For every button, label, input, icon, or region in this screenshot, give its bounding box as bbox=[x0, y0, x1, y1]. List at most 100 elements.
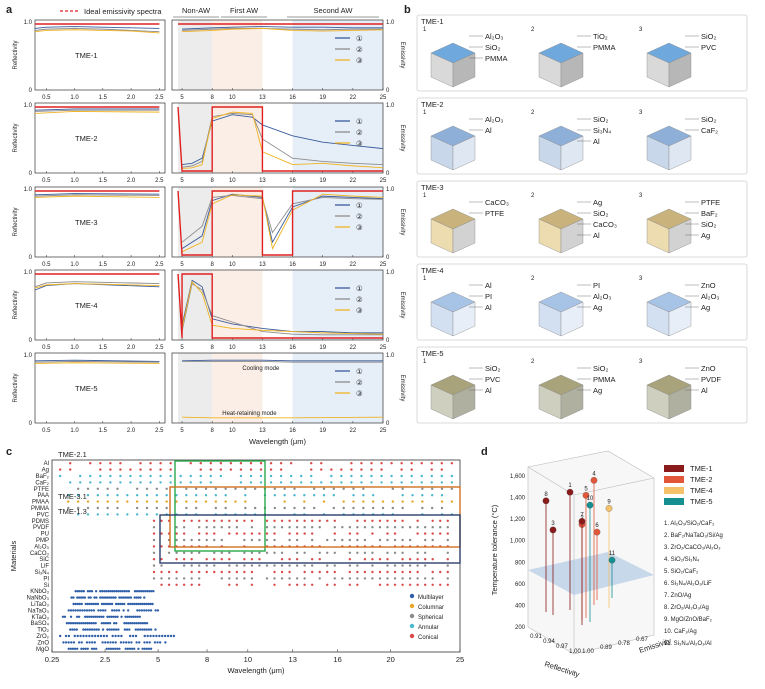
material-dot bbox=[259, 462, 263, 465]
series-line bbox=[34, 281, 160, 288]
material-dot bbox=[81, 596, 85, 599]
y-axis-label: Reflectivity bbox=[13, 40, 19, 69]
material-dot bbox=[348, 577, 352, 580]
material-label: Ag bbox=[701, 231, 710, 240]
material-dot bbox=[239, 474, 243, 478]
material-dot bbox=[228, 519, 231, 522]
material-dot bbox=[204, 487, 208, 490]
material-dot bbox=[341, 538, 344, 542]
material-dot bbox=[310, 570, 314, 574]
material-dot bbox=[288, 583, 291, 586]
x-tick: 2.5 bbox=[155, 95, 164, 101]
point-label: 1 bbox=[568, 483, 572, 489]
material-dot bbox=[258, 551, 261, 554]
material-dot bbox=[146, 634, 149, 638]
x-tick: 10 bbox=[229, 262, 236, 268]
material-dot bbox=[190, 564, 193, 567]
material-dot bbox=[139, 468, 142, 471]
material-dot bbox=[88, 641, 91, 644]
material-dot bbox=[160, 583, 163, 586]
material-dot bbox=[152, 532, 156, 535]
x-tick: 8 bbox=[205, 655, 209, 664]
material-dot bbox=[155, 513, 159, 516]
material-dot bbox=[416, 526, 419, 529]
material-dot bbox=[106, 602, 110, 606]
left-plot-frame bbox=[34, 352, 166, 424]
material-dot bbox=[84, 602, 87, 606]
material-dot bbox=[249, 481, 253, 484]
material-dot bbox=[82, 634, 85, 638]
material-dot bbox=[235, 577, 239, 580]
material-dot bbox=[88, 590, 92, 593]
material-dot bbox=[96, 602, 100, 606]
material-dot bbox=[273, 532, 276, 535]
structure-side bbox=[560, 218, 584, 254]
material-dot bbox=[182, 564, 186, 567]
material-dot bbox=[220, 558, 223, 561]
material-dot bbox=[126, 647, 130, 650]
y-tick: 0 bbox=[29, 338, 33, 344]
z-tick: 1,400 bbox=[510, 496, 526, 502]
material-dot-row bbox=[152, 538, 449, 542]
material-dot bbox=[439, 570, 442, 574]
material-dot bbox=[326, 570, 329, 574]
material-dot bbox=[152, 519, 156, 522]
material-dot bbox=[250, 526, 254, 529]
material-label: PVDF bbox=[701, 375, 721, 384]
legend-marker: ① bbox=[356, 284, 363, 293]
material-dot bbox=[147, 609, 150, 612]
material-dot bbox=[421, 487, 424, 490]
material-dot bbox=[199, 468, 202, 471]
data-point bbox=[582, 492, 590, 499]
y-axis-label-right: Emissivity bbox=[399, 292, 405, 319]
material-label: PTFE bbox=[485, 209, 504, 218]
material-dot bbox=[348, 551, 352, 554]
material-dot bbox=[350, 462, 353, 465]
material-dot bbox=[127, 641, 130, 644]
material-name: MgO bbox=[36, 647, 49, 653]
material-dot-row bbox=[160, 583, 449, 586]
material-dot bbox=[194, 487, 198, 490]
material-dot bbox=[197, 583, 201, 586]
material-dot bbox=[288, 538, 291, 542]
material-dot bbox=[104, 641, 107, 644]
material-dot bbox=[393, 519, 397, 522]
material-dot bbox=[199, 462, 202, 465]
material-dot bbox=[169, 481, 172, 484]
material-dot bbox=[100, 602, 104, 606]
material-dot bbox=[72, 596, 75, 599]
material-dot bbox=[205, 526, 208, 529]
material-dot bbox=[89, 596, 92, 599]
material-dot bbox=[99, 634, 103, 638]
material-dot bbox=[78, 609, 82, 612]
material-dot bbox=[175, 532, 178, 535]
material-dot bbox=[175, 551, 178, 554]
structure-number: 1 bbox=[423, 359, 427, 365]
material-dot bbox=[63, 615, 67, 618]
material-dot bbox=[160, 545, 163, 548]
material-dot bbox=[416, 519, 419, 522]
material-dot bbox=[197, 577, 201, 580]
material-name: BaF₂ bbox=[36, 474, 50, 480]
material-dot bbox=[89, 474, 92, 478]
material-dot bbox=[138, 615, 141, 618]
material-dot bbox=[280, 551, 284, 554]
material-dot bbox=[224, 506, 227, 510]
x-tick: 2.0 bbox=[127, 428, 136, 434]
y-axis-label: Reflectivity bbox=[13, 207, 19, 236]
material-dot bbox=[76, 513, 80, 516]
material-dot bbox=[416, 583, 419, 586]
material-dot bbox=[143, 634, 146, 638]
material-label: Al₂O₃ bbox=[485, 32, 503, 41]
y-tick: 0 bbox=[386, 421, 390, 427]
structure-number: 3 bbox=[639, 110, 643, 116]
material-dot bbox=[416, 532, 419, 535]
material-dot bbox=[159, 474, 162, 478]
material-dot bbox=[310, 519, 314, 522]
material-dot-row bbox=[152, 570, 449, 574]
y-axis-label-right: Emissivity bbox=[399, 125, 405, 152]
material-name: ZrO₂ bbox=[36, 634, 49, 640]
material-list-item: 2. BaF₂/NaTaO₃/Si/Ag bbox=[664, 533, 723, 539]
material-dot bbox=[109, 481, 112, 484]
material-dot bbox=[148, 590, 151, 593]
